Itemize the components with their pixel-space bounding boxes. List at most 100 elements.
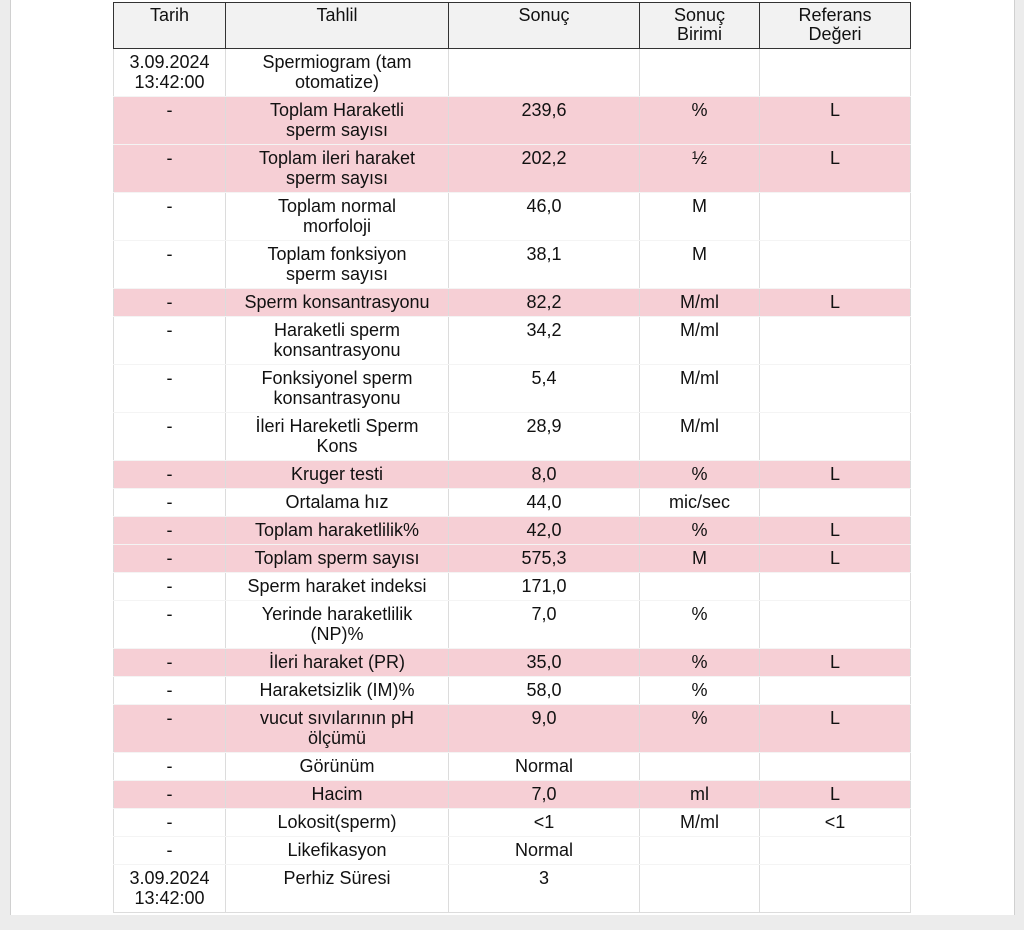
table-cell: - [113,808,226,837]
table-cell: Toplam ileri haraket sperm sayısı [225,144,449,193]
result-row: - Yerinde haraketlilik (NP)% 7,0% [113,600,911,649]
empty-cell [759,192,911,241]
table-cell: 7,0 [448,780,640,809]
column-header: Referans Değeri [759,2,911,49]
table-cell: - [113,752,226,781]
table-cell: Lokosit(sperm) [225,808,449,837]
table-cell: - [113,240,226,289]
table-cell: <1 [448,808,640,837]
table-cell: - [113,648,226,677]
table-cell: ½ [639,144,760,193]
table-cell: 3.09.2024 13:42:00 [113,48,226,97]
table-cell: L [759,516,911,545]
table-cell: L [759,288,911,317]
table-cell: M [639,192,760,241]
results-table: Tarih Tahlil Sonuç Sonuç Birimi Referans Değ… [113,2,911,913]
table-cell: Toplam sperm sayısı [225,544,449,573]
table-cell: 7,0 [448,600,640,649]
table-cell: - [113,704,226,753]
table-cell: - [113,96,226,145]
column-header: Tarih [113,2,226,49]
table-cell: 28,9 [448,412,640,461]
result-row: - İleri Hareketli Sperm Kons 28,9 M/ml [113,412,911,461]
table-cell: % [639,96,760,145]
table-cell: vucut sıvılarının pH ölçümü [225,704,449,753]
table-cell: % [639,516,760,545]
table-cell: <1 [759,808,911,837]
result-row: 3.09.2024 13:42:00 Perhiz Süresi 3 [113,864,911,913]
table-cell: Likefikasyon [225,836,449,865]
table-cell: L [759,460,911,489]
table-cell: mic/sec [639,488,760,517]
empty-cell [448,48,640,97]
empty-cell [759,316,911,365]
result-row: - Toplam sperm sayısı 575,3 M L [113,544,911,573]
table-cell: ml [639,780,760,809]
table-cell: - [113,488,226,517]
result-row: - Lokosit(sperm) <1 M/ml <1 [113,808,911,837]
table-cell: - [113,544,226,573]
table-cell: 8,0 [448,460,640,489]
table-cell: 46,0 [448,192,640,241]
table-cell: Görünüm [225,752,449,781]
table-cell: - [113,412,226,461]
result-row: - Haraketli sperm konsantrasyonu 34,2 M/ml [113,316,911,365]
table-cell: Spermiogram (tam otomatize) [225,48,449,97]
table-cell: 575,3 [448,544,640,573]
empty-cell [759,676,911,705]
empty-cell [759,412,911,461]
table-cell: M [639,240,760,289]
table-cell: Toplam fonksiyon sperm sayısı [225,240,449,289]
empty-cell [639,572,760,601]
table-cell: - [113,364,226,413]
table-cell: M/ml [639,412,760,461]
table-cell: % [639,676,760,705]
table-cell: - [113,780,226,809]
empty-cell [759,48,911,97]
table-cell: 239,6 [448,96,640,145]
result-row: - Toplam Haraketli sperm sayısı 239,6% L [113,96,911,145]
table-cell: 34,2 [448,316,640,365]
table-cell: - [113,144,226,193]
table-cell: Haraketli sperm konsantrasyonu [225,316,449,365]
table-cell: M/ml [639,316,760,365]
table-cell: % [639,600,760,649]
result-row: - Toplam haraketlilik% 42,0% L [113,516,911,545]
table-cell: 82,2 [448,288,640,317]
empty-cell [639,752,760,781]
result-row: - vucut sıvılarının pH ölçümü 9,0% L [113,704,911,753]
empty-cell [759,572,911,601]
table-cell: L [759,96,911,145]
result-row: - Toplam normal morfoloji 46,0 M [113,192,911,241]
table-cell: Normal [448,752,640,781]
table-cell: - [113,676,226,705]
table-cell: Yerinde haraketlilik (NP)% [225,600,449,649]
table-cell: 44,0 [448,488,640,517]
result-row: - Likefikasyon Normal [113,836,911,865]
table-cell: Ortalama hız [225,488,449,517]
table-cell: 35,0 [448,648,640,677]
table-cell: Sperm konsantrasyonu [225,288,449,317]
table-cell: L [759,780,911,809]
table-cell: Haraketsizlik (IM)% [225,676,449,705]
empty-cell [759,240,911,289]
table-cell: 58,0 [448,676,640,705]
empty-cell [639,864,760,913]
table-cell: L [759,144,911,193]
result-row: - Toplam ileri haraket sperm sayısı 202,2 ½… [113,144,911,193]
table-cell: M [639,544,760,573]
table-cell: % [639,648,760,677]
table-cell: 202,2 [448,144,640,193]
table-cell: Toplam normal morfoloji [225,192,449,241]
empty-cell [759,752,911,781]
table-cell: Toplam haraketlilik% [225,516,449,545]
result-row: - Haraketsizlik (IM)% 58,0% [113,676,911,705]
table-cell: - [113,460,226,489]
result-row: - Görünüm Normal [113,752,911,781]
table-cell: Kruger testi [225,460,449,489]
table-cell: L [759,704,911,753]
table-cell: Toplam Haraketli sperm sayısı [225,96,449,145]
result-row: - Kruger testi 8,0% L [113,460,911,489]
table-cell: - [113,192,226,241]
